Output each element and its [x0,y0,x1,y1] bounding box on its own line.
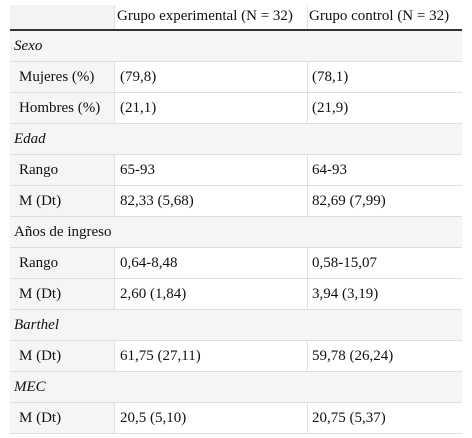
cell-experimental: 65-93 [115,155,308,185]
cell-control: (21,9) [308,93,462,123]
cell-control: 3,94 (3,19) [308,279,462,309]
data-table: Grupo experimental (N = 32) Grupo contro… [10,5,462,434]
cell-control: 82,69 (7,99) [308,186,462,216]
row-label: Hombres (%) [10,93,115,123]
table-row: Hombres (%) (21,1) (21,9) [10,93,462,124]
table-row: Rango 0,64-8,48 0,58-15,07 [10,248,462,279]
section-row-barthel: Barthel [10,310,462,341]
cell-control: 59,78 (26,24) [308,341,462,371]
section-row-mec: MEC [10,372,462,403]
row-label: M (Dt) [10,186,115,216]
cell-control: (78,1) [308,62,462,92]
section-row-edad: Edad [10,124,462,155]
cell-control: 64-93 [308,155,462,185]
table-header-row: Grupo experimental (N = 32) Grupo contro… [10,5,462,31]
cell-experimental: 2,60 (1,84) [115,279,308,309]
table-row: M (Dt) 20,5 (5,10) 20,75 (5,37) [10,403,462,434]
cell-experimental: 61,75 (27,11) [115,341,308,371]
table-row: Mujeres (%) (79,8) (78,1) [10,62,462,93]
section-title: Sexo [10,31,462,61]
row-label: M (Dt) [10,279,115,309]
section-title: MEC [10,372,462,402]
section-title: Edad [10,124,462,154]
cell-experimental: (21,1) [115,93,308,123]
row-label: Mujeres (%) [10,62,115,92]
section-title: Años de ingreso [10,217,462,247]
cell-control: 0,58-15,07 [308,248,462,278]
row-label: Rango [10,248,115,278]
section-title: Barthel [10,310,462,340]
cell-experimental: 82,33 (5,68) [115,186,308,216]
cell-experimental: (79,8) [115,62,308,92]
row-label: Rango [10,155,115,185]
row-label: M (Dt) [10,403,115,433]
header-cell-experimental: Grupo experimental (N = 32) [115,5,308,29]
table-row: M (Dt) 2,60 (1,84) 3,94 (3,19) [10,279,462,310]
row-label: M (Dt) [10,341,115,371]
header-cell-control: Grupo control (N = 32) [308,5,462,29]
table-row: Rango 65-93 64-93 [10,155,462,186]
table-row: M (Dt) 82,33 (5,68) 82,69 (7,99) [10,186,462,217]
table-row: M (Dt) 61,75 (27,11) 59,78 (26,24) [10,341,462,372]
cell-experimental: 0,64-8,48 [115,248,308,278]
cell-control: 20,75 (5,37) [308,403,462,433]
section-row-anos-de-ingreso: Años de ingreso [10,217,462,248]
header-cell-empty [10,5,115,29]
cell-experimental: 20,5 (5,10) [115,403,308,433]
section-row-sexo: Sexo [10,31,462,62]
